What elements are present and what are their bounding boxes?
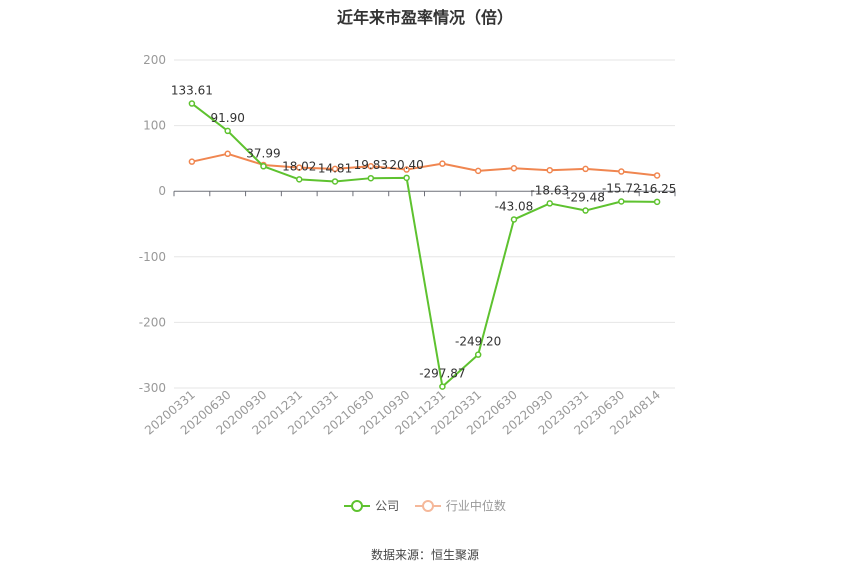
data-label: -43.08 [495,199,534,213]
y-tick-label: 0 [158,184,166,198]
data-label: 14.81 [318,161,352,175]
data-label: 18.02 [282,159,316,173]
legend-item-industry-median[interactable]: 行业中位数 [414,497,506,514]
data-point-company[interactable] [510,216,518,223]
data-point-industry-median[interactable] [582,165,589,173]
data-point-company[interactable] [260,163,267,170]
data-point-company[interactable] [403,174,410,182]
data-label: -18.63 [530,183,569,197]
data-label: 20.40 [389,158,423,172]
data-point-industry-median[interactable] [367,163,375,170]
y-tick-label: -100 [139,250,166,264]
data-label: 91.90 [210,111,244,125]
legend: 公司 行业中位数 [0,497,850,516]
data-point-industry-median[interactable] [188,158,196,165]
data-point-industry-median[interactable] [296,164,303,171]
data-point-company[interactable] [618,198,625,205]
data-point-industry-median[interactable] [474,167,482,175]
y-tick-label: -200 [139,315,166,329]
data-point-company[interactable] [224,127,231,135]
data-point-industry-median[interactable] [653,172,661,179]
legend-label-company: 公司 [375,499,400,513]
data-label: -29.48 [566,191,605,205]
data-point-company[interactable] [546,200,553,207]
data-label: 19.83 [354,158,388,172]
data-point-company[interactable] [296,176,303,183]
data-point-industry-median[interactable] [510,164,518,172]
data-point-industry-median[interactable] [546,166,553,174]
data-point-company[interactable] [367,174,375,182]
data-label: -297.87 [419,367,465,381]
data-point-company[interactable] [653,198,661,206]
legend-item-company[interactable]: 公司 [344,497,399,514]
data-point-industry-median[interactable] [618,168,625,175]
legend-label-industry-median: 行业中位数 [445,499,506,513]
y-tick-label: 200 [143,53,166,67]
data-point-industry-median[interactable] [224,150,231,158]
chart-title: 近年来市盈率情况（倍） [336,8,513,27]
series-line-industry-median [191,152,658,177]
data-label: 133.61 [171,84,213,98]
legend-marker-industry-median [414,499,441,513]
y-tick-label: 100 [143,119,166,133]
data-point-company[interactable] [188,100,196,107]
data-label: -15.72 [602,182,641,196]
data-point-company[interactable] [474,351,482,358]
legend-marker-company [344,499,371,513]
data-label: -16.25 [638,182,677,196]
source-note: 数据来源：恒生聚源 [370,548,479,562]
data-point-company[interactable] [439,383,446,390]
data-label: -249.20 [455,335,501,349]
series-line-company [191,102,658,388]
data-point-industry-median[interactable] [439,160,446,167]
data-point-company[interactable] [331,178,339,185]
data-label: 37.99 [246,146,280,160]
data-point-company[interactable] [582,207,589,214]
y-tick-label: -300 [139,381,166,395]
data-point-industry-median[interactable] [403,166,410,173]
data-point-industry-median[interactable] [331,165,339,173]
